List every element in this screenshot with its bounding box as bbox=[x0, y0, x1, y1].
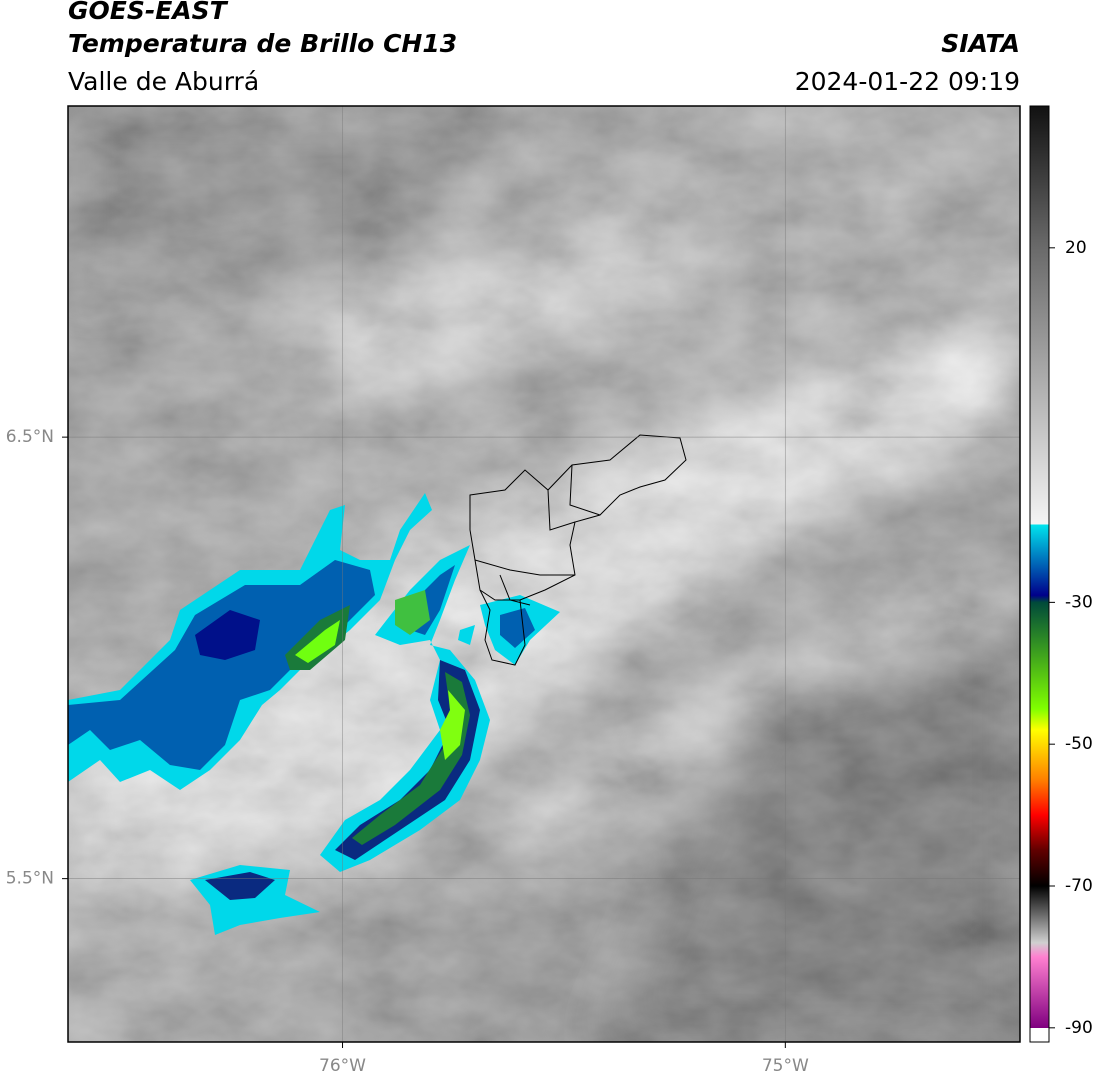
lon-label: 75°W bbox=[762, 1056, 809, 1076]
title: GOES-EAST bbox=[68, 0, 229, 25]
colorbar-tick-label: -50 bbox=[1065, 734, 1093, 754]
datetime: 2024-01-22 09:19 bbox=[795, 67, 1020, 96]
lat-label: 6.5°N bbox=[6, 427, 54, 447]
colorbar: 20 -30 -50 -70 -90 bbox=[1029, 105, 1093, 1043]
satellite-image bbox=[68, 106, 1020, 1042]
lat-label: 5.5°N bbox=[6, 869, 54, 889]
region: Valle de Aburrá bbox=[68, 67, 259, 96]
subtitle: Temperatura de Brillo CH13 bbox=[68, 29, 457, 58]
source: SIATA bbox=[941, 29, 1020, 58]
colorbar-tick-label: 20 bbox=[1065, 238, 1087, 258]
colorbar-tick-label: -30 bbox=[1065, 592, 1093, 612]
lon-label: 76°W bbox=[319, 1056, 366, 1076]
colorbar-fill bbox=[1029, 105, 1050, 1043]
colorbar-tick-label: -70 bbox=[1065, 876, 1093, 896]
map-frame bbox=[67, 105, 1021, 1043]
colorbar-tick-label: -90 bbox=[1065, 1018, 1093, 1038]
grid bbox=[68, 106, 1020, 1042]
